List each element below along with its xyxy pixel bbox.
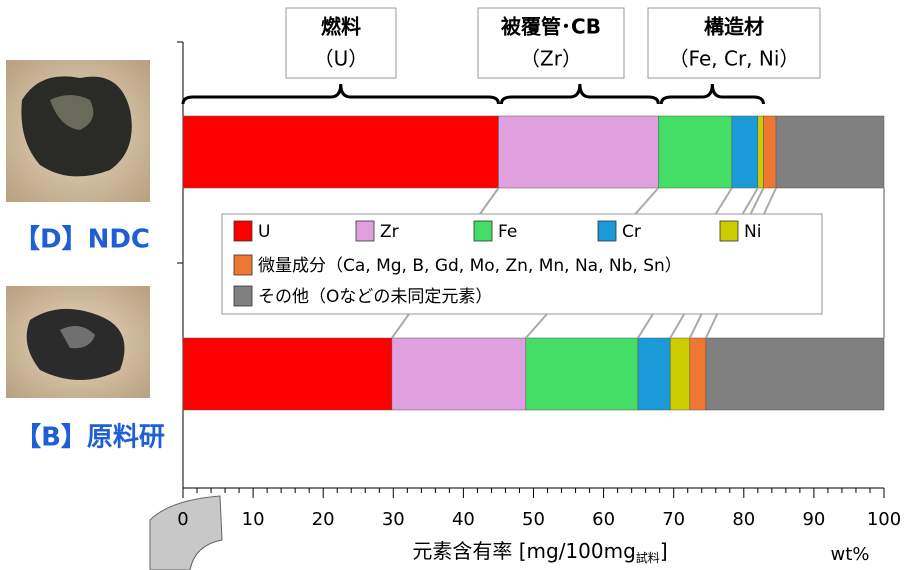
category-label: 【B】原料研 — [15, 423, 165, 453]
bar-segment — [391, 337, 527, 411]
bar-segment — [757, 115, 764, 189]
group-title: 燃料 — [321, 15, 361, 39]
legend-swatch — [233, 285, 253, 307]
bar-segment — [763, 115, 777, 189]
group-brace — [181, 83, 500, 105]
debris-highlight — [60, 326, 95, 349]
x-tick-label: 50 — [522, 509, 545, 530]
x-tick-label: 0 — [177, 509, 188, 530]
bar-segment — [775, 115, 885, 189]
group-box — [285, 7, 397, 79]
unit-label: wt% — [831, 544, 870, 565]
legend-label: U — [258, 222, 270, 242]
x-tick-label: 10 — [242, 509, 265, 530]
group-title: 被覆管･CB — [501, 15, 601, 39]
legend-label: 微量成分（Ca, Mg, B, Gd, Mo, Zn, Mn, Na, Nb, … — [258, 256, 682, 276]
group-brace — [499, 83, 660, 105]
group-subtitle: （Zr） — [520, 47, 582, 71]
bar-segment — [182, 337, 393, 411]
legend-swatch — [597, 220, 617, 242]
legend-label: Zr — [380, 222, 399, 242]
bar-segment — [705, 337, 885, 411]
x-tick-label: 20 — [312, 509, 335, 530]
group-box — [477, 7, 625, 79]
bar-segment — [669, 337, 691, 411]
x-axis-label: 元素含有率 [mg/100mg試料] — [412, 539, 667, 565]
group-brace — [659, 83, 765, 105]
bar-segment — [689, 337, 707, 411]
x-tick-label: 70 — [662, 509, 685, 530]
decoration-arc — [149, 495, 223, 570]
legend-label: Cr — [622, 222, 641, 242]
x-label-end: ] — [660, 539, 668, 563]
bar-segment — [525, 337, 639, 411]
legend-label: Fe — [498, 222, 517, 242]
x-label-sub: 試料 — [636, 550, 660, 565]
legend-swatch — [233, 254, 253, 276]
bar-segment — [658, 115, 733, 189]
group-box — [647, 7, 821, 79]
legend-swatch — [233, 220, 253, 242]
debris-highlight — [50, 95, 94, 130]
category-label: 【D】NDC — [14, 225, 150, 255]
x-tick-label: 100 — [867, 509, 901, 530]
bar-segment — [182, 115, 499, 189]
bar-segment — [498, 115, 659, 189]
group-title: 構造材 — [704, 15, 764, 39]
legend-label: Ni — [744, 222, 761, 242]
legend-swatch — [355, 220, 375, 242]
bar-segment — [637, 337, 671, 411]
group-subtitle: （U） — [314, 47, 369, 71]
x-tick-label: 90 — [802, 509, 825, 530]
group-subtitle: （Fe, Cr, Ni） — [669, 47, 800, 71]
legend-label: その他（Oなどの未同定元素） — [258, 287, 492, 307]
x-tick-label: 60 — [592, 509, 615, 530]
x-label: 元素含有率 [mg/100mg — [412, 539, 635, 563]
bar-segment — [731, 115, 759, 189]
legend-swatch — [473, 220, 493, 242]
legend-swatch — [719, 220, 739, 242]
x-tick-label: 30 — [382, 509, 405, 530]
x-tick-label: 80 — [732, 509, 755, 530]
x-tick-label: 40 — [452, 509, 475, 530]
